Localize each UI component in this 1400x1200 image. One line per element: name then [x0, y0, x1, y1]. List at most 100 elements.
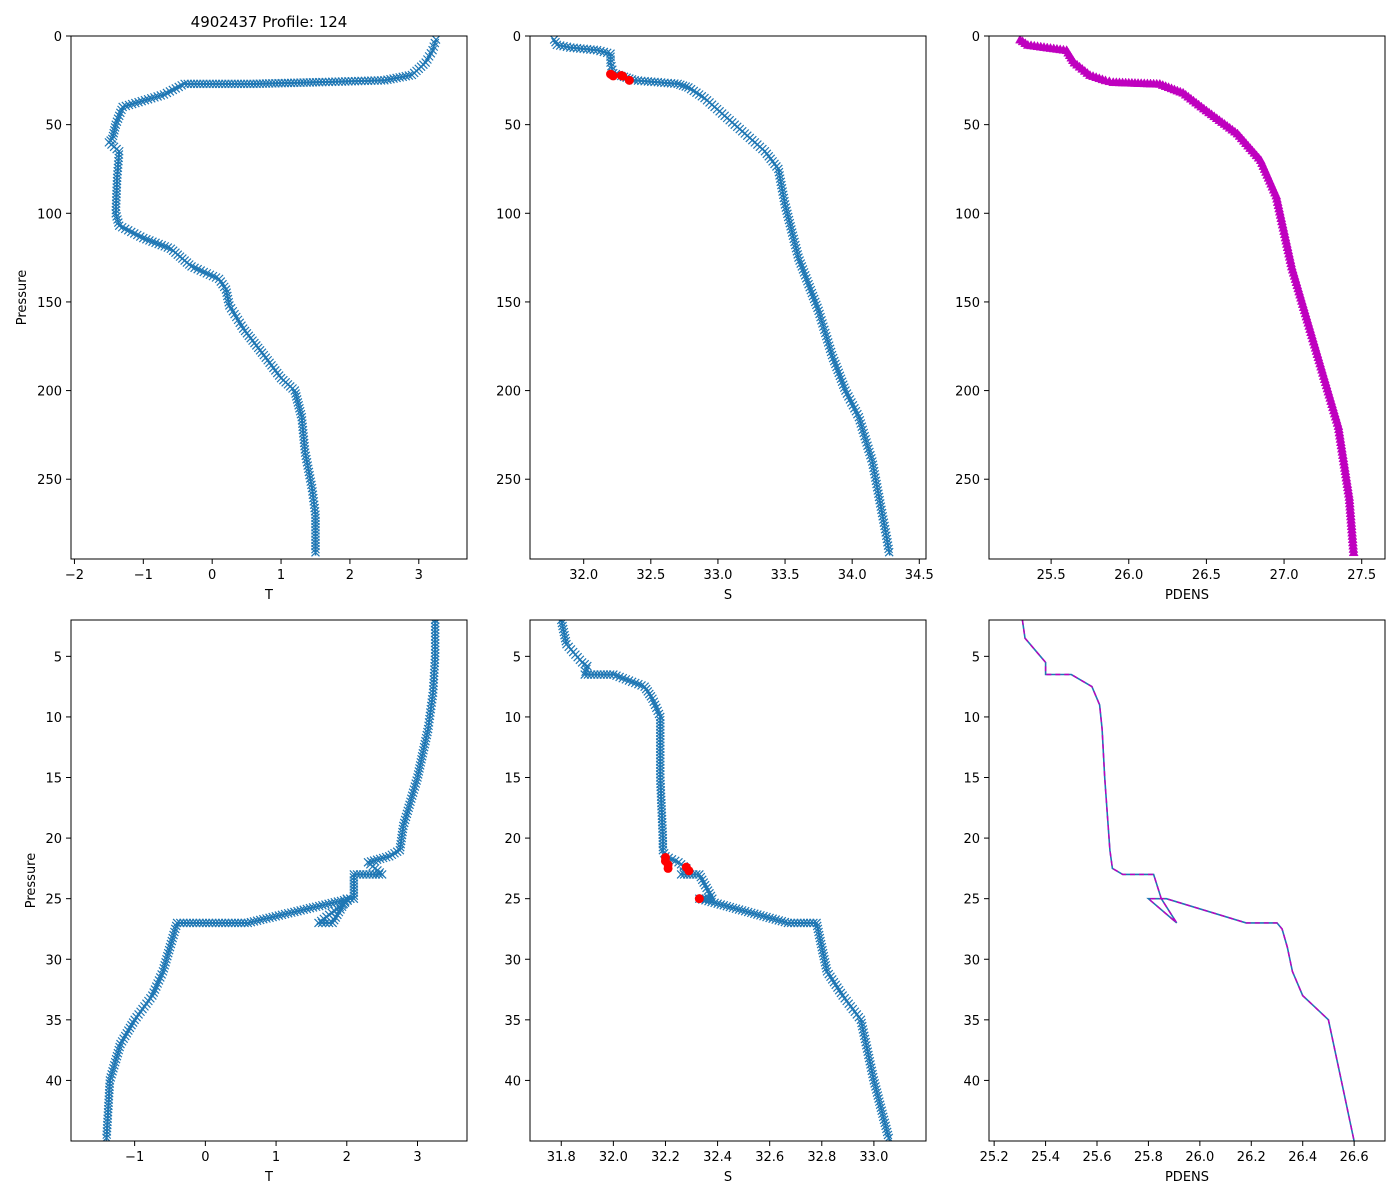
- x-tick-label: 3: [413, 1150, 421, 1165]
- data-point-marker: [599, 47, 609, 57]
- data-point-marker: [156, 91, 166, 100]
- data-point-marker: [811, 300, 821, 310]
- x-tick-label: 3: [415, 568, 423, 583]
- axes-frame: [988, 619, 1386, 1142]
- data-point-marker: [366, 857, 376, 866]
- data-point-marker: [171, 84, 181, 93]
- data-point-marker: [227, 918, 237, 928]
- data-point-marker: [430, 628, 440, 638]
- data-point-marker: [214, 79, 224, 89]
- data-point-marker: [408, 788, 418, 798]
- data-point-marker: [198, 79, 208, 89]
- data-point-marker: [224, 79, 233, 89]
- x-tick-label: 32.5: [636, 568, 665, 583]
- x-tick-label: 33.5: [771, 568, 800, 583]
- x-tick-label: 2: [346, 568, 354, 583]
- data-point-marker: [633, 679, 643, 689]
- data-point-marker: [109, 1063, 118, 1073]
- data-point-marker: [697, 875, 707, 885]
- data-point-marker: [655, 731, 665, 741]
- y-tick-label: 30: [963, 953, 980, 968]
- data-point-marker: [112, 173, 122, 183]
- data-point-marker: [675, 80, 685, 90]
- data-point-marker: [673, 79, 683, 89]
- data-point-marker: [716, 900, 726, 909]
- data-point-marker: [429, 668, 439, 678]
- data-point-marker: [311, 538, 320, 548]
- data-point-marker: [146, 93, 156, 103]
- plot-area: [549, 36, 894, 557]
- data-point-marker: [409, 785, 419, 795]
- data-point-marker: [728, 903, 738, 913]
- data-point-marker: [640, 682, 650, 692]
- y-tick-label: 20: [504, 832, 521, 847]
- data-point-marker: [655, 734, 665, 744]
- y-tick-label: 25: [45, 893, 62, 908]
- x-tick-label: 0: [208, 568, 216, 583]
- data-point-marker: [311, 525, 320, 535]
- data-point-marker: [737, 905, 747, 915]
- panel-top-middle: 32.0 32.5 33.0 33.5 34.0 34.5 0 50 100 150 200 250 S: [496, 30, 934, 603]
- data-point-marker: [347, 76, 357, 86]
- data-point-marker: [655, 718, 665, 728]
- data-point-marker: [580, 670, 590, 679]
- data-point-marker: [395, 845, 405, 855]
- data-point-marker: [860, 431, 870, 441]
- data-point-marker: [195, 79, 205, 89]
- data-point-marker: [696, 872, 706, 882]
- data-point-marker: [655, 750, 665, 760]
- flagged-point: [663, 863, 673, 873]
- data-point-marker: [327, 77, 337, 87]
- data-point-marker: [240, 918, 249, 928]
- data-point-marker: [360, 76, 370, 86]
- data-point-marker: [832, 362, 841, 372]
- data-point-marker: [116, 1039, 125, 1049]
- data-point-marker: [114, 111, 124, 121]
- data-point-marker: [851, 406, 861, 416]
- y-tick-label: 200: [496, 385, 521, 400]
- data-point-marker: [151, 238, 160, 248]
- data-point-marker: [242, 79, 252, 89]
- data-point-marker: [794, 253, 803, 263]
- data-point-marker: [810, 297, 820, 307]
- y-tick-label: 15: [963, 772, 980, 787]
- data-point-marker: [655, 747, 665, 757]
- data-point-marker: [681, 82, 691, 91]
- x-tick-label: −2: [65, 568, 84, 583]
- data-point-marker: [112, 183, 122, 192]
- data-point-marker: [236, 79, 246, 89]
- data-point-marker: [765, 913, 775, 923]
- data-point-marker: [169, 930, 178, 940]
- flagged-point: [624, 75, 634, 85]
- data-point-marker: [826, 972, 835, 982]
- y-tick-label: 10: [504, 711, 521, 726]
- data-point-marker: [835, 371, 845, 381]
- data-point-marker: [805, 918, 815, 928]
- data-point-marker: [208, 918, 217, 928]
- data-point-marker: [134, 97, 143, 107]
- data-point-marker: [884, 547, 894, 557]
- data-point-marker: [836, 988, 846, 998]
- data-point-marker: [816, 312, 825, 322]
- data-point-marker: [618, 673, 628, 683]
- data-point-marker: [311, 547, 320, 557]
- data-point-marker: [233, 918, 243, 928]
- data-point-marker: [217, 918, 227, 928]
- data-point-marker: [806, 285, 816, 295]
- data-point-marker: [166, 939, 176, 949]
- data-point-marker: [834, 985, 844, 995]
- plot-area: [104, 36, 441, 557]
- data-point-marker: [164, 945, 174, 955]
- data-point-marker: [430, 655, 440, 665]
- y-tick-label: 25: [963, 893, 980, 908]
- data-point-marker: [849, 403, 859, 413]
- data-point-marker: [615, 672, 625, 682]
- x-tick-label: 27.5: [1347, 568, 1376, 583]
- data-point-marker: [834, 368, 844, 378]
- data-point-marker: [294, 403, 304, 413]
- data-point-marker: [311, 544, 320, 554]
- data-point-marker: [143, 94, 153, 104]
- data-point-marker: [841, 386, 850, 396]
- y-tick-label: 100: [955, 207, 980, 222]
- data-point-marker: [239, 79, 249, 89]
